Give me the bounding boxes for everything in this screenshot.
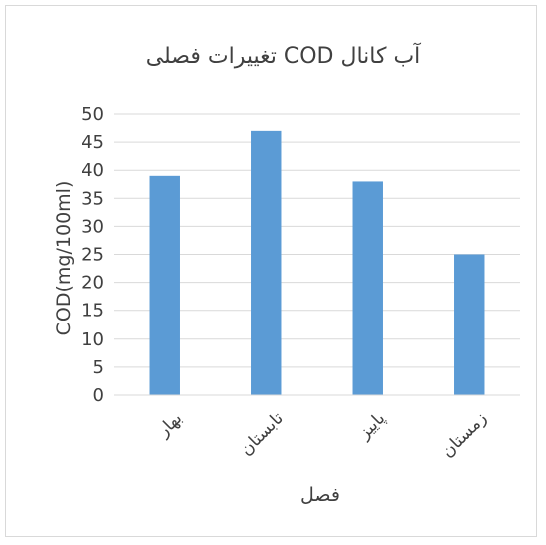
chart-title: تغییرات فصلی COD آب کانال [146,42,421,69]
bar [251,130,282,396]
x-category-label: تابستان [236,408,288,460]
x-axis-categories: بهار تابستان پاییز زمستان [153,408,491,461]
x-category-label: پاییز [354,408,390,444]
y-tick-label: 0 [93,385,104,406]
x-axis-label: فصل [300,484,340,506]
y-tick-label: 10 [81,329,104,350]
bar [454,254,485,395]
y-tick-label: 50 [81,104,104,125]
y-axis-ticks: 0 5 10 15 20 25 30 35 40 45 50 [81,104,104,406]
bar [149,175,180,395]
bars [149,130,485,396]
gridlines [114,113,520,368]
y-tick-label: 30 [81,216,104,237]
y-tick-label: 25 [81,245,104,266]
x-category-label: زمستان [438,408,491,461]
y-tick-label: 15 [81,301,104,322]
y-tick-label: 35 [81,188,104,209]
y-tick-label: 5 [93,357,104,378]
y-tick-label: 45 [81,132,104,153]
y-tick-label: 40 [81,160,104,181]
y-tick-label: 20 [81,273,104,294]
bar [352,181,383,395]
x-category-label: بهار [153,408,186,441]
y-axis-label: COD(mg/100ml) [53,181,75,336]
